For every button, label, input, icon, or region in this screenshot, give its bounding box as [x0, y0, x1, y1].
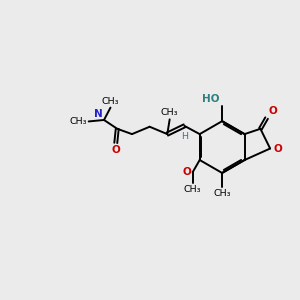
Text: CH₃: CH₃ [102, 97, 119, 106]
Text: O: O [182, 167, 191, 177]
Text: O: O [111, 145, 120, 155]
Text: CH₃: CH₃ [213, 189, 231, 198]
Text: HO: HO [202, 94, 220, 104]
Text: O: O [269, 106, 278, 116]
Text: H: H [181, 132, 188, 141]
Text: N: N [94, 109, 103, 119]
Text: CH₃: CH₃ [69, 117, 87, 126]
Text: CH₃: CH₃ [161, 108, 178, 117]
Text: CH₃: CH₃ [184, 185, 201, 194]
Text: O: O [274, 143, 282, 154]
